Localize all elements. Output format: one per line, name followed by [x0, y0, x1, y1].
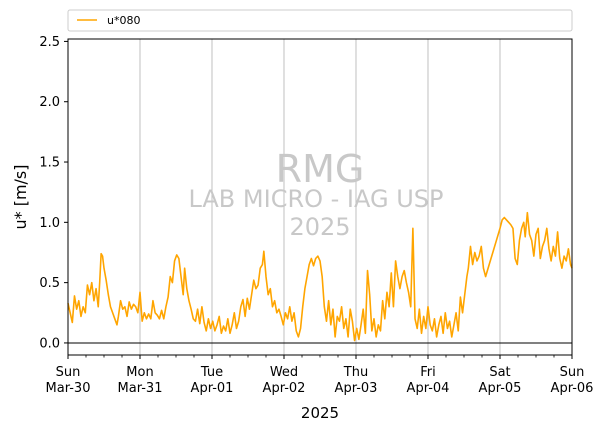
x-tick-label-date: Mar-30 [46, 381, 91, 396]
x-tick-label-date: Apr-05 [479, 381, 522, 396]
watermark-line-3: 2025 [289, 213, 350, 241]
y-tick-label: 2.5 [39, 35, 60, 50]
x-tick-label-date: Mar-31 [118, 381, 163, 396]
x-tick-label-dow: Sun [560, 365, 585, 380]
x-tick-label-date: Apr-02 [263, 381, 306, 396]
legend: u*080 [67, 9, 573, 32]
plot-area: RMG LAB MICRO - IAG USP 2025 [67, 38, 573, 356]
y-tick-label: 1.0 [39, 216, 60, 231]
x-tick-label-date: Apr-06 [551, 381, 594, 396]
y-tick-label: 0.5 [39, 276, 60, 291]
x-axis: SunMar-30MonMar-31TueApr-01WedApr-02ThuA… [46, 355, 594, 396]
y-tick-label: 1.5 [39, 156, 60, 171]
y-tick-label: 0.0 [39, 336, 60, 351]
x-tick-label-dow: Thu [343, 365, 368, 380]
x-tick-label-date: Apr-04 [407, 381, 450, 396]
watermark-line-1: RMG [276, 147, 365, 191]
x-tick-label-date: Apr-03 [335, 381, 378, 396]
x-tick-label-dow: Fri [420, 365, 436, 380]
x-grid [139, 39, 501, 355]
x-tick-label-dow: Mon [126, 365, 153, 380]
y-tick-label: 2.0 [39, 95, 60, 110]
watermark-line-2: LAB MICRO - IAG USP [188, 185, 443, 213]
x-tick-label-date: Apr-01 [191, 381, 234, 396]
legend-frame [67, 9, 573, 32]
x-tick-label-dow: Wed [270, 365, 298, 380]
y-axis-title: u* [m/s] [11, 164, 30, 229]
x-axis-title: 2025 [301, 404, 339, 422]
x-tick-label-dow: Tue [200, 365, 223, 380]
watermark: RMG LAB MICRO - IAG USP 2025 [188, 147, 443, 241]
series-line-u080 [67, 211, 573, 342]
legend-label-u080: u*080 [107, 14, 140, 27]
x-tick-label-dow: Sat [489, 365, 510, 380]
x-tick-label-dow: Sun [56, 365, 81, 380]
y-axis: 0.0 0.5 1.0 1.5 2.0 2.5 [39, 35, 68, 351]
